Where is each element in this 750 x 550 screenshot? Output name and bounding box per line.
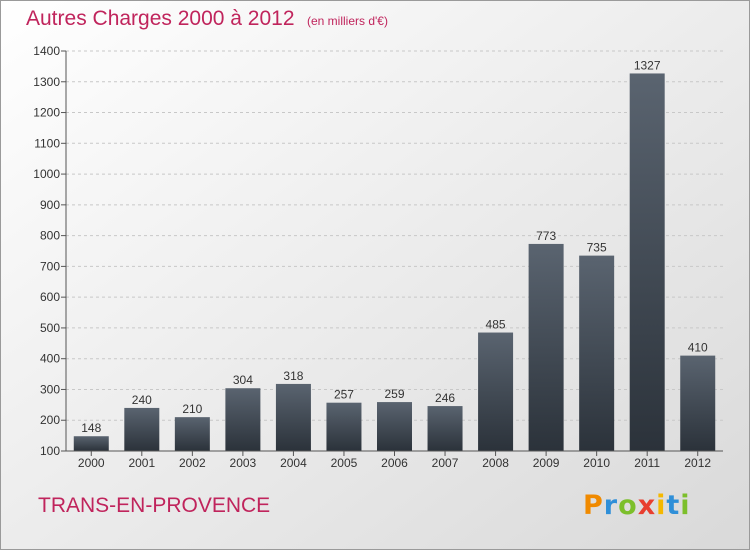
logo-letter: r bbox=[603, 490, 619, 521]
value-label: 1327 bbox=[634, 58, 661, 72]
chart-subtitle: (en milliers d'€) bbox=[307, 14, 388, 28]
x-tick-label: 2012 bbox=[684, 456, 711, 470]
y-tick-label: 300 bbox=[40, 382, 60, 396]
y-tick-label: 1100 bbox=[34, 136, 60, 150]
x-tick-label: 2006 bbox=[381, 456, 408, 470]
y-tick-label: 1300 bbox=[33, 75, 60, 89]
bar-2002 bbox=[174, 417, 210, 451]
logo-letter: i bbox=[680, 490, 691, 521]
bar-2001 bbox=[124, 407, 160, 451]
x-tick-label: 2011 bbox=[634, 456, 660, 470]
y-tick-label: 1000 bbox=[33, 167, 60, 181]
value-label: 304 bbox=[233, 373, 253, 387]
logo-letter: i bbox=[656, 490, 667, 521]
logo-letter: x bbox=[637, 490, 657, 521]
x-tick-label: 2003 bbox=[230, 456, 257, 470]
x-tick-label: 2001 bbox=[128, 456, 155, 470]
x-tick-label: 2000 bbox=[78, 456, 105, 470]
bar-2004 bbox=[275, 383, 311, 451]
y-tick-label: 500 bbox=[40, 321, 60, 335]
x-tick-label: 2004 bbox=[280, 456, 307, 470]
y-tick-label: 200 bbox=[40, 413, 60, 427]
y-tick-label: 900 bbox=[40, 198, 60, 212]
y-axis: 100 200 300 400 500 600 700 800 900 1000 1100 1200 1… bbox=[33, 44, 67, 458]
bar-2009 bbox=[528, 243, 564, 451]
bar-2006 bbox=[377, 402, 412, 451]
bars: 148 240 210 304 318 257 259 246 485 773 735 1327 410 bbox=[73, 58, 716, 451]
y-tick-label: 700 bbox=[40, 259, 60, 273]
value-label: 735 bbox=[587, 241, 607, 255]
bar-2005 bbox=[326, 402, 362, 451]
value-label: 773 bbox=[536, 229, 556, 243]
x-axis: 2000 2001 2002 2003 2004 2005 2006 2007 2008 2009… bbox=[66, 450, 723, 470]
y-tick-label: 800 bbox=[40, 229, 60, 243]
value-label: 246 bbox=[435, 391, 455, 405]
y-tick-label: 400 bbox=[40, 352, 60, 366]
x-tick-label: 2009 bbox=[533, 456, 560, 470]
bar-2007 bbox=[427, 406, 463, 451]
y-tick-label: 100 bbox=[40, 444, 60, 458]
bar-2011 bbox=[629, 73, 665, 451]
logo-letter: o bbox=[618, 490, 638, 521]
logo-letter: t bbox=[666, 490, 681, 521]
logo-letter: P bbox=[583, 490, 604, 521]
y-tick-label: 600 bbox=[40, 290, 60, 304]
x-tick-label: 2007 bbox=[432, 456, 459, 470]
value-label: 485 bbox=[486, 318, 506, 332]
value-label: 148 bbox=[81, 421, 101, 435]
value-label: 318 bbox=[283, 369, 303, 383]
gridlines bbox=[66, 50, 723, 421]
bar-2012 bbox=[680, 355, 716, 451]
value-label: 410 bbox=[688, 341, 708, 355]
x-tick-label: 2008 bbox=[482, 456, 509, 470]
value-label: 240 bbox=[132, 393, 152, 407]
location-label: TRANS-EN-PROVENCE bbox=[38, 494, 271, 517]
value-label: 257 bbox=[334, 388, 354, 402]
bar-2008 bbox=[478, 332, 514, 451]
y-tick-label: 1400 bbox=[33, 44, 60, 58]
chart-title: Autres Charges 2000 à 2012 bbox=[26, 7, 295, 30]
bar-2003 bbox=[225, 388, 261, 451]
x-tick-label: 2005 bbox=[331, 456, 358, 470]
x-tick-label: 2002 bbox=[179, 456, 206, 470]
value-label: 259 bbox=[384, 387, 404, 401]
bar-2010 bbox=[579, 255, 615, 451]
bar-2000 bbox=[73, 436, 109, 451]
value-label: 210 bbox=[182, 402, 202, 416]
proxiti-logo: Proxiti bbox=[583, 490, 691, 521]
y-tick-label: 1200 bbox=[33, 106, 60, 120]
x-tick-label: 2010 bbox=[583, 456, 610, 470]
